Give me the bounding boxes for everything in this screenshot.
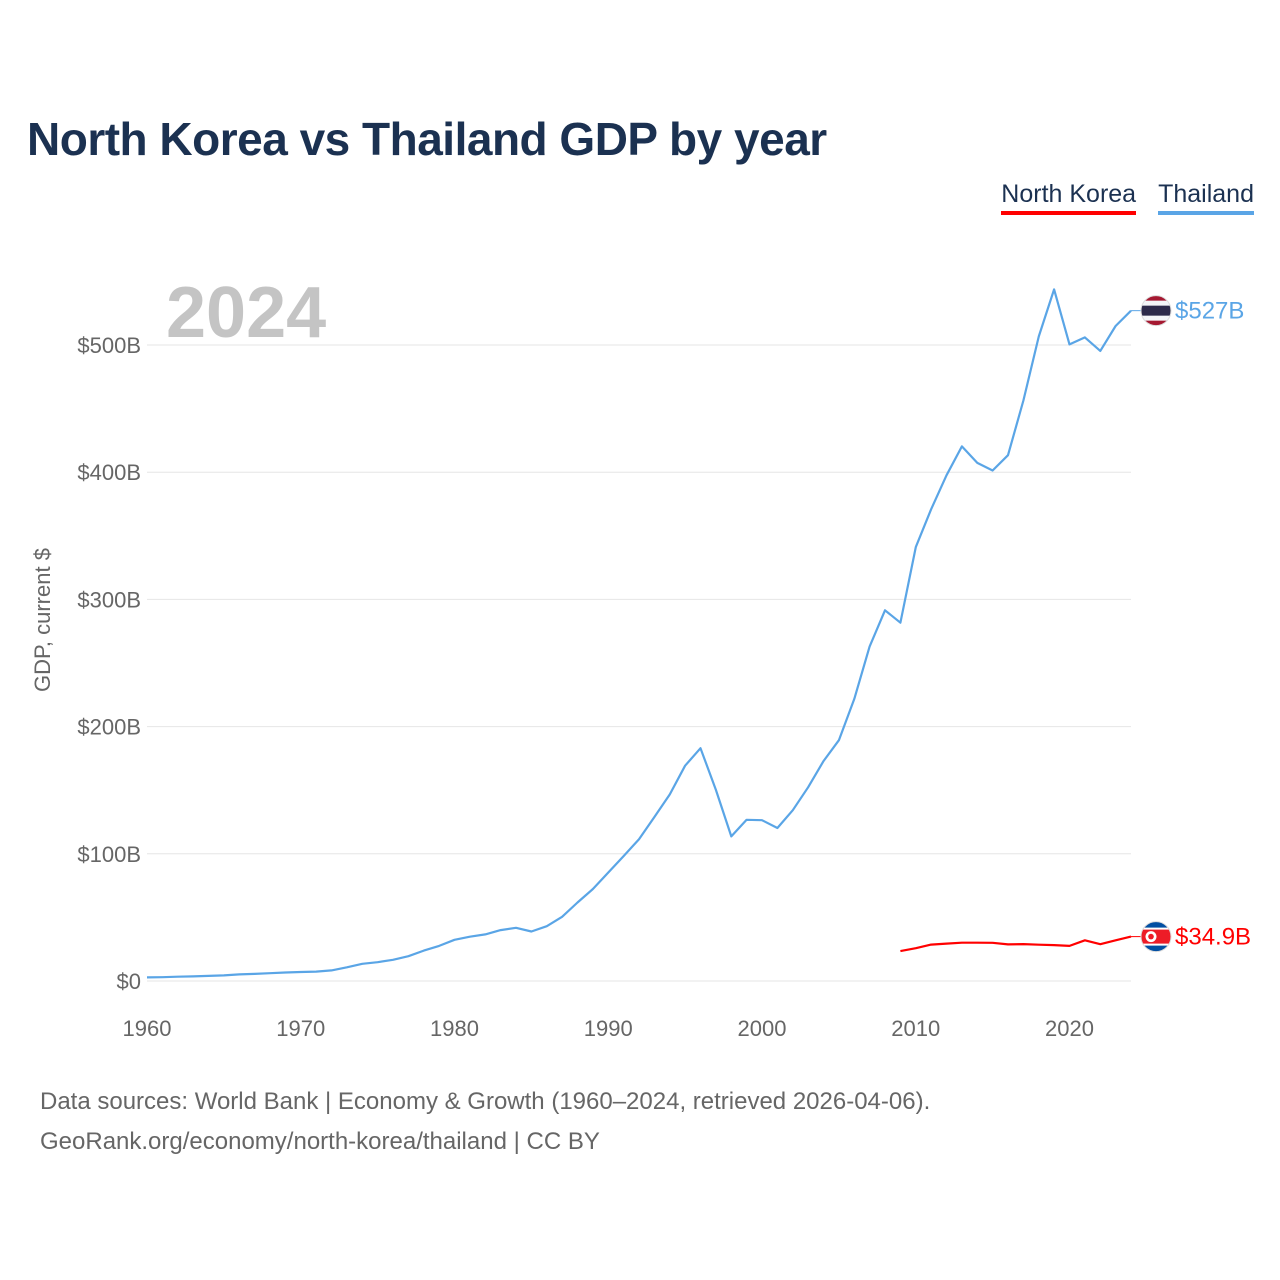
legend: North Korea Thailand [1001,180,1254,215]
gdp-line-chart: $0 $100B $200B $300B $400B $500B 1960 1970 1980… [30,273,1251,1041]
x-axis-ticks: 1960 1970 1980 1990 2000 2010 2020 [123,1016,1094,1041]
y-tick-label: $300B [77,587,141,612]
end-markers: $527B $34.9B [1131,295,1251,953]
series-lines [146,288,1132,979]
x-tick-label: 1960 [123,1016,172,1041]
x-tick-label: 2000 [738,1016,787,1041]
y-tick-label: $0 [117,969,141,994]
x-tick-label: 2020 [1045,1016,1094,1041]
series-line-north-korea[interactable] [900,935,1132,953]
legend-north-korea[interactable]: North Korea [1001,180,1137,215]
x-tick-label: 1970 [276,1016,325,1041]
x-tick-label: 1980 [430,1016,479,1041]
end-value-north-korea: $34.9B [1175,924,1251,951]
chart-title: North Korea vs Thailand GDP by year [27,113,827,165]
y-tick-label: $400B [77,460,141,485]
y-tick-label: $500B [77,333,141,358]
footer: Data sources: World Bank | Economy & Gro… [40,1082,930,1162]
grid-lines [147,344,1131,982]
footer-link[interactable]: GeoRank.org/economy/north-korea/thailand… [40,1128,600,1155]
y-tick-label: $200B [77,715,141,740]
thailand-flag-icon [1140,295,1172,327]
x-tick-label: 2010 [891,1016,940,1041]
y-tick-label: $100B [77,842,141,867]
series-line-thailand[interactable] [146,288,1132,979]
legend-thailand[interactable]: Thailand [1158,180,1254,215]
north-korea-flag-icon [1140,921,1172,953]
current-year-label: 2024 [166,273,326,353]
footer-sources: Data sources: World Bank | Economy & Gro… [40,1088,931,1115]
y-axis-label: GDP, current $ [30,548,55,692]
end-value-thailand: $527B [1175,298,1244,325]
x-tick-label: 1990 [584,1016,633,1041]
y-axis-ticks: $0 $100B $200B $300B $400B $500B [77,333,141,994]
